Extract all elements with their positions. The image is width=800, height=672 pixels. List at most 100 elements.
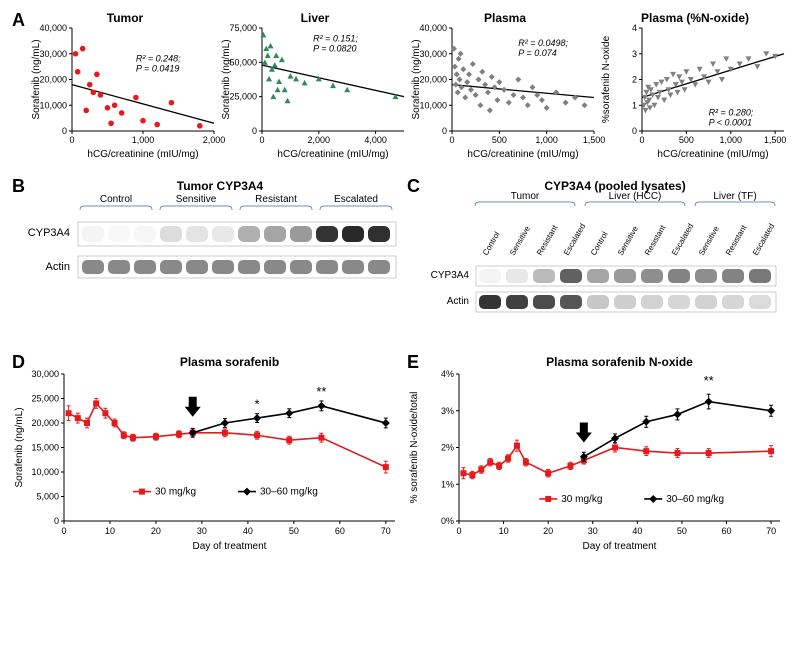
svg-text:0: 0 (62, 126, 67, 136)
svg-text:Day of treatment: Day of treatment (583, 541, 657, 552)
svg-text:500: 500 (492, 135, 507, 145)
svg-text:Sorafenib (ng/mL): Sorafenib (ng/mL) (14, 407, 25, 487)
svg-text:20,000: 20,000 (31, 418, 59, 428)
panel-b: B Tumor CYP3A4ControlSensitiveResistantE… (10, 176, 405, 346)
svg-text:*: * (255, 396, 260, 411)
svg-text:2: 2 (632, 75, 637, 85)
svg-text:1,000: 1,000 (719, 135, 742, 145)
panel-a-label: A (12, 10, 25, 31)
svg-text:2,000: 2,000 (308, 135, 331, 145)
svg-text:3%: 3% (441, 406, 454, 416)
svg-text:0: 0 (632, 126, 637, 136)
svg-text:1,000: 1,000 (132, 135, 155, 145)
panel-d: D Plasma sorafenib01020304050607005,0001… (10, 352, 405, 562)
svg-text:CYP3A4: CYP3A4 (28, 227, 70, 239)
svg-text:Sensitive: Sensitive (176, 194, 217, 205)
panel-d-label: D (12, 352, 25, 373)
svg-text:15,000: 15,000 (31, 443, 59, 453)
svg-text:Actin: Actin (46, 261, 70, 273)
svg-text:10: 10 (105, 526, 115, 536)
svg-text:**: ** (316, 384, 326, 399)
svg-text:0: 0 (69, 135, 74, 145)
svg-text:CYP3A4: CYP3A4 (431, 270, 470, 281)
panel-e: E Plasma sorafenib N-oxide01020304050607… (405, 352, 790, 562)
svg-text:0: 0 (259, 135, 264, 145)
svg-text:Liver: Liver (301, 11, 330, 25)
svg-text:R² = 0.280;: R² = 0.280; (709, 108, 754, 118)
svg-text:2,000: 2,000 (203, 135, 226, 145)
svg-text:Escalated: Escalated (751, 222, 776, 257)
svg-text:hCG/creatinine (mIU/mg): hCG/creatinine (mIU/mg) (277, 149, 388, 160)
svg-text:Tumor: Tumor (107, 11, 144, 25)
svg-text:Escalated: Escalated (334, 194, 378, 205)
svg-text:Resistant: Resistant (535, 223, 560, 257)
svg-text:Control: Control (100, 194, 132, 205)
svg-text:Resistant: Resistant (255, 194, 297, 205)
svg-text:20,000: 20,000 (419, 75, 447, 85)
svg-text:5,000: 5,000 (36, 492, 59, 502)
svg-text:60: 60 (335, 526, 345, 536)
svg-text:Control: Control (589, 230, 610, 257)
svg-text:Liver (HCC): Liver (HCC) (609, 191, 662, 202)
svg-text:70: 70 (381, 526, 391, 536)
svg-text:0: 0 (456, 526, 461, 536)
svg-text:0: 0 (442, 126, 447, 136)
svg-text:4%: 4% (441, 369, 454, 379)
panel-c-label: C (407, 176, 420, 197)
svg-text:50: 50 (289, 526, 299, 536)
svg-text:Sorafenib (ng/mL): Sorafenib (ng/mL) (31, 39, 42, 119)
svg-text:40,000: 40,000 (39, 23, 67, 33)
svg-text:20: 20 (543, 526, 553, 536)
svg-text:40: 40 (632, 526, 642, 536)
svg-text:P = 0.074: P = 0.074 (518, 48, 556, 58)
svg-text:25,000: 25,000 (229, 92, 257, 102)
svg-text:Actin: Actin (447, 296, 469, 307)
figure: A Tumor 0 1,000 2,000 0 10,000 20,000 30,000 40,… (10, 10, 790, 562)
svg-text:75,000: 75,000 (229, 23, 257, 33)
panel-c: C CYP3A4 (pooled lysates)TumorLiver (HCC… (405, 176, 790, 346)
svg-text:50,000: 50,000 (229, 57, 257, 67)
svg-text:Sensitive: Sensitive (616, 224, 640, 257)
svg-text:R² = 0.248;: R² = 0.248; (136, 53, 181, 63)
svg-text:0: 0 (449, 135, 454, 145)
svg-text:30–60 mg/kg: 30–60 mg/kg (260, 487, 318, 498)
svg-text:30,000: 30,000 (419, 49, 447, 59)
svg-text:1,000: 1,000 (535, 135, 558, 145)
svg-text:hCG/creatinine (mIU/mg): hCG/creatinine (mIU/mg) (87, 149, 198, 160)
svg-text:Tumor: Tumor (511, 191, 540, 202)
panel-d-svg: Plasma sorafenib01020304050607005,00010,… (10, 352, 405, 562)
svg-text:10,000: 10,000 (39, 100, 67, 110)
panel-a: A Tumor 0 1,000 2,000 0 10,000 20,000 30,000 40,… (10, 10, 790, 170)
svg-text:P < 0.0001: P < 0.0001 (709, 118, 752, 128)
svg-text:30–60 mg/kg: 30–60 mg/kg (666, 494, 724, 505)
svg-text:2%: 2% (441, 443, 454, 453)
svg-text:Sensitive: Sensitive (697, 224, 721, 257)
svg-text:0: 0 (61, 526, 66, 536)
svg-text:30,000: 30,000 (39, 49, 67, 59)
svg-text:30,000: 30,000 (31, 369, 59, 379)
panel-e-label: E (407, 352, 419, 373)
svg-text:Sorafenib (ng/mL): Sorafenib (ng/mL) (221, 39, 232, 119)
svg-text:1,500: 1,500 (583, 135, 606, 145)
svg-text:60: 60 (721, 526, 731, 536)
svg-text:0: 0 (639, 135, 644, 145)
svg-text:Sorafenib (ng/mL): Sorafenib (ng/mL) (411, 39, 422, 119)
svg-text:P = 0.0820: P = 0.0820 (313, 44, 356, 54)
svg-text:Escalated: Escalated (562, 222, 587, 257)
svg-text:hCG/creatinine (mIU/mg): hCG/creatinine (mIU/mg) (467, 149, 578, 160)
panel-e-svg: Plasma sorafenib N-oxide0102030405060700… (405, 352, 790, 562)
svg-text:1: 1 (632, 100, 637, 110)
svg-text:R² = 0.151;: R² = 0.151; (313, 34, 358, 44)
svg-text:500: 500 (679, 135, 694, 145)
svg-text:20: 20 (151, 526, 161, 536)
row-bc: B Tumor CYP3A4ControlSensitiveResistantE… (10, 176, 790, 346)
svg-text:1,500: 1,500 (764, 135, 787, 145)
svg-text:Plasma sorafenib N-oxide: Plasma sorafenib N-oxide (546, 355, 693, 369)
svg-text:P = 0.0419: P = 0.0419 (136, 63, 179, 73)
svg-text:30: 30 (197, 526, 207, 536)
panel-b-svg: Tumor CYP3A4ControlSensitiveResistantEsc… (10, 176, 405, 346)
svg-text:4,000: 4,000 (364, 135, 387, 145)
svg-text:Plasma sorafenib: Plasma sorafenib (180, 355, 279, 369)
svg-text:Resistant: Resistant (643, 223, 668, 257)
row-de: D Plasma sorafenib 0 10 20 30 40 50 60 70 0 5,000 1… (10, 352, 790, 562)
